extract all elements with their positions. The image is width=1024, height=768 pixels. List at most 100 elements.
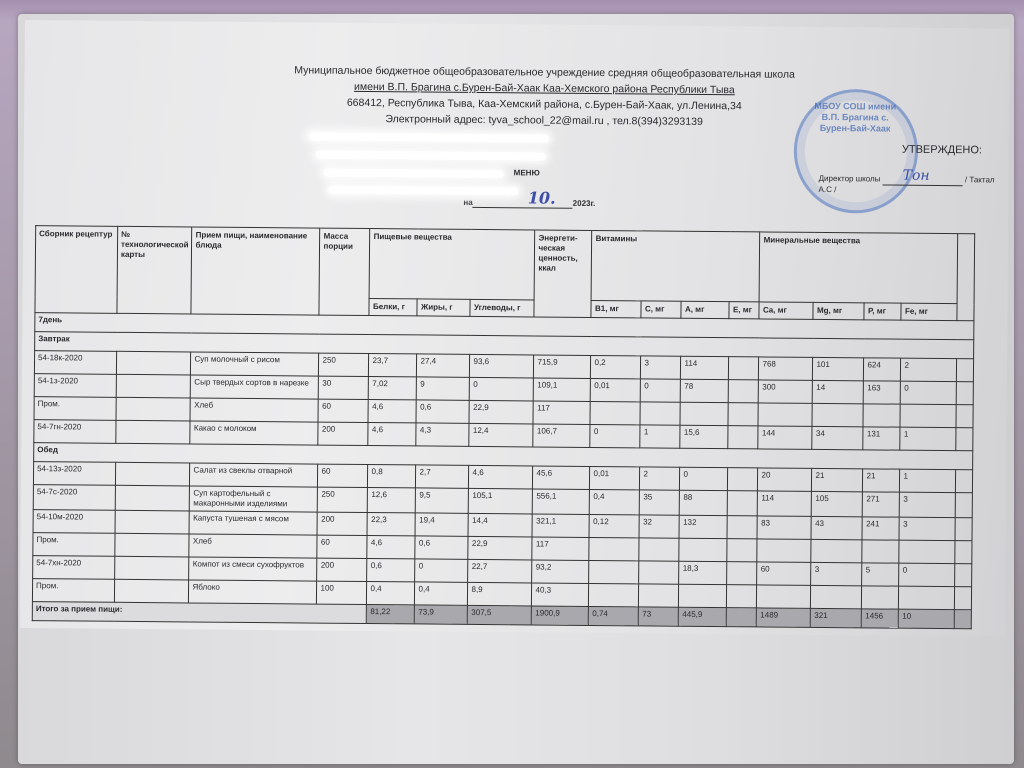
table-cell: 4,6 [368,399,417,423]
table-cell [638,583,680,608]
table-cell: 12,6 [367,487,416,513]
table-cell: 60 [757,561,812,586]
table-cell: 131 [863,426,901,451]
table-cell [115,420,191,444]
subcol-header: Жиры, г [417,298,471,317]
table-cell: 0 [900,381,957,405]
table-cell: 109,1 [533,377,591,402]
light-glare [328,185,519,196]
col-meal: Прием пищи, наименование блюда [191,226,321,316]
table-cell [727,561,758,585]
table-cell [590,401,641,425]
table-cell: 2 [900,358,958,382]
table-cell [811,539,863,563]
subcol-header: E, мг [729,301,760,319]
table-cell [588,583,640,607]
col-blank [957,233,976,321]
total-cell: 1900,9 [531,605,589,626]
table-cell: 105 [811,491,863,517]
table-cell: 0,2 [590,355,642,379]
table-cell: 250 [317,487,368,513]
total-cell: 10 [898,609,955,629]
table-cell: 83 [757,515,812,540]
table-cell: 106,7 [533,423,591,448]
table-cell: 0,12 [589,514,640,538]
total-cell: 0,74 [588,606,639,626]
table-cell: 1 [900,427,957,451]
table-cell [589,537,640,561]
table-cell: 0,6 [415,535,469,560]
table-cell [954,586,973,610]
table-cell: 768 [758,356,814,381]
total-cell: 321 [810,608,862,628]
subcol-header: Углеводы, г [470,299,535,317]
table-cell: 3 [640,355,682,380]
table-cell: Салат из свеклы отварной [189,462,319,488]
table-cell: 4,3 [416,422,470,447]
table-cell: 2 [639,466,681,491]
table-cell [955,540,973,564]
table-cell: 132 [679,515,728,539]
table-cell [115,462,191,486]
date-suffix: 2023г. [572,198,596,208]
table-cell [812,403,864,427]
table-cell: 241 [862,516,900,541]
table-cell: 1 [899,469,957,493]
table-cell [863,403,901,428]
table-cell: 0,8 [367,464,417,488]
table-cell: Компот из смеси сухофруктов [189,556,318,582]
document-page: Муниципальное бюджетное общеобразователь… [19,20,1010,637]
total-cell: 73,9 [414,604,468,625]
table-cell: 14,4 [468,513,533,537]
table-cell: 200 [318,422,369,446]
table-cell: 93,6 [469,354,535,378]
table-cell: 271 [862,491,900,518]
table-cell: 3 [899,517,956,541]
table-cell [728,425,759,449]
table-cell: 23,7 [368,353,418,377]
table-cell: 54-7с-2020 [33,484,116,511]
subcol-header: B1, мг [591,300,642,318]
table-cell: 30 [318,376,369,400]
table-cell: 20 [757,467,813,492]
table-cell [757,538,812,563]
table-cell: 19,4 [415,512,469,537]
table-cell: 117 [533,400,591,425]
table-cell [954,609,972,629]
table-cell [589,560,640,584]
table-cell: 27,4 [416,353,471,378]
menu-table: Сборник рецептур № технологической карты… [32,225,976,629]
table-cell [955,563,973,587]
table-cell [639,560,680,585]
table-cell [956,404,974,428]
table-cell: 9 [416,376,470,401]
table-cell: 0 [415,558,469,583]
table-cell [679,538,728,562]
table-cell: 54-7гн-2020 [33,419,117,444]
table-cell: 7,02 [368,376,417,400]
table-cell [727,467,759,491]
table-cell [114,533,190,557]
director-signature: Тон [902,167,930,184]
table-cell: 22,9 [469,400,534,424]
table-cell: 22,7 [468,559,533,583]
table-cell: Какао с молоком [190,420,319,446]
table-cell [900,404,957,428]
subcol-header: A, мг [681,301,730,319]
table-cell: Хлеб [189,533,318,559]
table-cell: 34 [812,426,864,450]
table-cell: 0,01 [589,466,641,490]
table-cell: 0 [590,424,641,448]
table-cell: 12,4 [469,423,534,447]
table-cell: 9,5 [415,487,469,514]
light-glare [308,132,550,143]
table-cell [116,397,191,421]
stamp-text: МБОУ СОШ имени В.П. Брагина с. Бурен-Бай… [814,100,897,134]
table-cell [116,351,192,375]
col-vitamins: Витамины [591,230,761,302]
menu-title: МЕНЮ [513,168,540,178]
table-cell [758,402,813,427]
table-cell: 18,3 [679,561,728,585]
subcol-header: C, мг [641,300,682,319]
table-cell: 0 [679,467,729,491]
